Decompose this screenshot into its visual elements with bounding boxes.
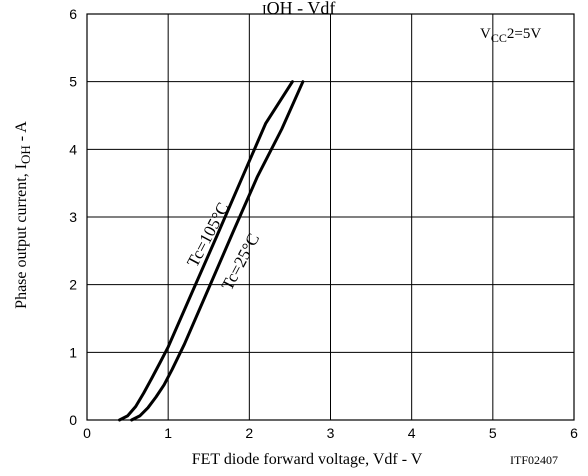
y-tick-label: 4	[69, 141, 77, 157]
x-tick-label: 5	[489, 425, 497, 441]
plot-frame	[86, 13, 575, 421]
x-tick-label: 3	[327, 425, 335, 441]
x-tick-label: 2	[245, 425, 253, 441]
grid	[87, 14, 574, 420]
curve-labels: Tc=105°CTc=25°C	[183, 199, 263, 293]
figure-code: ITF02407	[510, 453, 558, 467]
chart-title-fragment: IOH - Vdf	[262, 0, 335, 18]
curve-series-0	[118, 80, 294, 422]
curve-label-series-1: Tc=25°C	[218, 230, 264, 293]
y-tick-label: 3	[69, 209, 77, 225]
y-tick-label: 2	[69, 277, 77, 293]
curve-series-1	[130, 80, 305, 422]
x-axis-label: FET diode forward voltage, Vdf - V	[192, 451, 423, 468]
x-tick-labels: 0 1 2 3 4 5 6	[83, 425, 578, 441]
x-tick-label: 0	[83, 425, 91, 441]
x-tick-label: 1	[164, 425, 172, 441]
y-tick-label: 6	[69, 6, 77, 22]
curves	[118, 80, 305, 422]
y-tick-label: 1	[69, 344, 77, 360]
y-tick-label: 5	[69, 74, 77, 90]
condition-label: VCC2=5V	[480, 26, 541, 45]
x-tick-label: 4	[408, 425, 416, 441]
y-tick-labels: 0 1 2 3 4 5 6	[69, 6, 77, 428]
x-tick-label: 6	[570, 425, 578, 441]
y-axis-label: Phase output current, IOH - A	[13, 121, 33, 309]
y-tick-label: 0	[69, 412, 77, 428]
